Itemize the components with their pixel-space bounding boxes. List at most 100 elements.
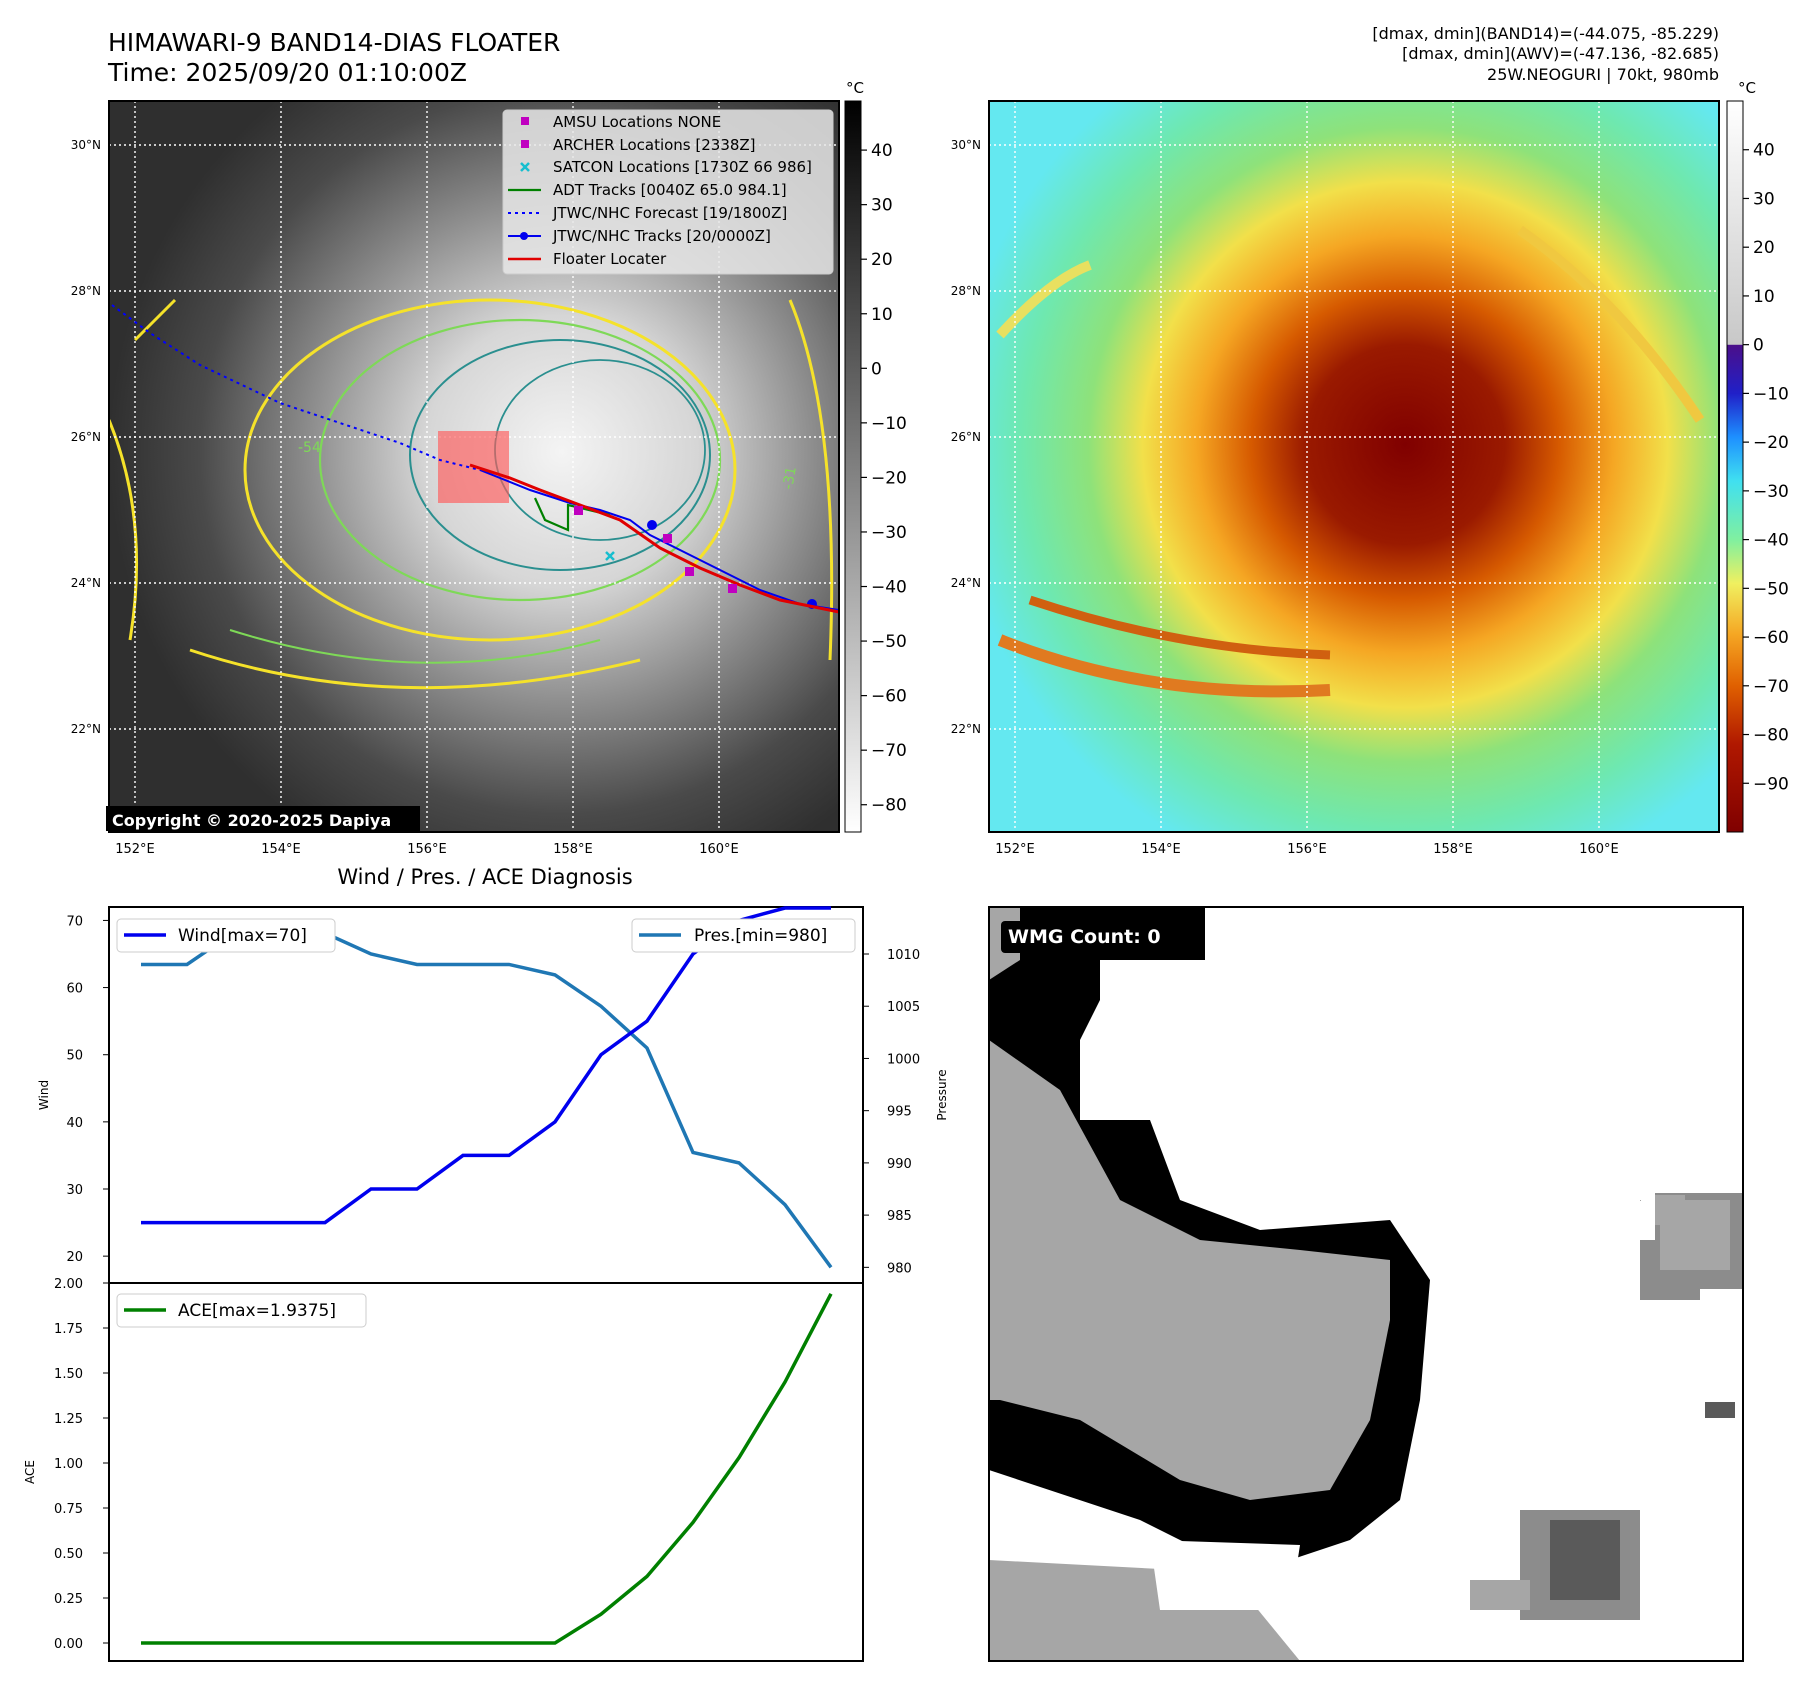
legend-box — [502, 109, 834, 275]
lat-tick-label: 28°N — [951, 284, 981, 298]
lat-tick-label: 22°N — [71, 722, 101, 736]
wmg-white-region — [1150, 1540, 1300, 1610]
colorbar-tick-label: −30 — [1753, 482, 1789, 502]
colorbar-tick-label: −30 — [871, 523, 907, 543]
amsu-legend-marker — [521, 117, 529, 125]
tracks-legend-dot — [520, 232, 528, 240]
ace-tick-label: 0.25 — [54, 1592, 83, 1607]
colorbar-tick-label: 0 — [871, 359, 882, 379]
colorbar-tick-label: 20 — [871, 250, 893, 270]
wind-pressure-frame — [108, 906, 864, 1284]
ace-series-line — [141, 1292, 833, 1645]
lon-tick-label: 160°E — [1579, 842, 1619, 857]
lat-tick-label: 22°N — [951, 722, 981, 736]
wind-tick-label: 70 — [66, 914, 83, 929]
legend-floater: Floater Locater — [553, 250, 667, 268]
lat-tick-label: 30°N — [951, 138, 981, 152]
wmg-gray-region — [989, 1040, 1390, 1500]
contour-label-b: -31 — [780, 465, 800, 490]
lon-tick-label: 152°E — [995, 842, 1035, 857]
archer-legend-marker — [521, 140, 529, 148]
colorbar-tick-label: −10 — [1753, 384, 1789, 404]
wv-colorbar-unit: °C — [1738, 79, 1756, 97]
lon-tick-label: 158°E — [553, 842, 593, 857]
ace-tick-label: 1.50 — [54, 1367, 83, 1382]
pressure-tick-label: 980 — [887, 1261, 912, 1276]
colorbar-tick-label: −60 — [871, 687, 907, 707]
lat-tick-label: 30°N — [71, 138, 101, 152]
ir-colorbar-unit: °C — [846, 79, 864, 97]
info-storm: 25W.NEOGURI | 70kt, 980mb — [1487, 65, 1719, 84]
wv-band-features — [996, 225, 1705, 698]
lon-tick-label: 156°E — [407, 842, 447, 857]
legend-forecast: JTWC/NHC Forecast [19/1800Z] — [552, 204, 787, 222]
colorbar-tick-label: −90 — [1753, 774, 1789, 794]
colorbar-tick-label: 20 — [1753, 238, 1775, 258]
legend-archer: ARCHER Locations [2338Z] — [553, 136, 756, 154]
wind-legend: Wind[max=70] — [116, 918, 336, 953]
legend-adt: ADT Tracks [0040Z 65.0 984.1] — [553, 181, 787, 199]
wmg-count-label: WMG Count: 0 — [1008, 926, 1161, 948]
lat-tick-label: 28°N — [71, 284, 101, 298]
pressure-tick-label: 995 — [887, 1105, 912, 1120]
wv-map-panel: 152°E 154°E 156°E 158°E 160°E 30°N 28°N 26°N 24°… — [951, 100, 1720, 857]
wind-pressure-plot: Wind Pressure 20 30 40 50 60 70 980 985 990 995 10… — [37, 906, 949, 1284]
colorbar-tick-label: −60 — [1753, 628, 1789, 648]
info-awv: [dmax, dmin](AWV)=(-47.136, -82.685) — [1402, 44, 1719, 63]
wmg-dark-patch — [1550, 1520, 1620, 1600]
ir-cloud-contours — [109, 298, 834, 690]
wind-legend-box — [116, 918, 336, 953]
colorbar-tick-label: −20 — [1753, 433, 1789, 453]
lon-tick-label: 158°E — [1433, 842, 1473, 857]
colorbar-tick-label: −80 — [1753, 726, 1789, 746]
ace-tick-label: 1.00 — [54, 1457, 83, 1472]
archer-marker — [728, 584, 737, 593]
ace-legend-box — [116, 1293, 367, 1328]
lon-tick-label: 154°E — [261, 842, 301, 857]
floater-track — [469, 463, 840, 614]
lon-tick-label: 152°E — [115, 842, 155, 857]
ace-tick-label: 2.00 — [54, 1277, 83, 1292]
contour-label-a: -54 — [298, 440, 321, 456]
legend-satcon: SATCON Locations [1730Z 66 986] — [553, 158, 812, 176]
lon-tick-label: 160°E — [699, 842, 739, 857]
pressure-tick-label: 1005 — [887, 1000, 920, 1015]
wind-tick-label: 20 — [66, 1250, 83, 1265]
wind-tick-label: 50 — [66, 1049, 83, 1064]
lat-tick-label: 26°N — [951, 430, 981, 444]
wmg-gray-patch — [1655, 1195, 1685, 1225]
ir-colorbar: °C 40 30 20 10 0 −10 −20 −30 −40 −50 −60 −70 −80 — [844, 79, 907, 833]
ace-axis-label: ACE — [23, 1460, 37, 1484]
wmg-gray-patch — [1640, 1200, 1641, 1201]
colorbar-tick-label: 0 — [1753, 336, 1764, 356]
forecast-track — [111, 304, 481, 471]
ace-legend-label: ACE[max=1.9375] — [178, 1301, 336, 1321]
wind-axis-label: Wind — [37, 1080, 51, 1110]
wv-colorbar-bar — [1726, 100, 1744, 833]
colorbar-tick-label: −40 — [1753, 531, 1789, 551]
colorbar-tick-label: 10 — [1753, 287, 1775, 307]
colorbar-tick-label: 30 — [871, 196, 893, 216]
pressure-tick-label: 990 — [887, 1157, 912, 1172]
colorbar-tick-label: −50 — [1753, 579, 1789, 599]
wv-gridlines: 152°E 154°E 156°E 158°E 160°E 30°N 28°N 26°N 24°… — [951, 101, 1719, 857]
wind-legend-label: Wind[max=70] — [178, 926, 307, 946]
colorbar-tick-label: −10 — [871, 414, 907, 434]
wind-tick-label: 60 — [66, 982, 83, 997]
colorbar-tick-label: −70 — [871, 741, 907, 761]
colorbar-tick-label: −50 — [871, 632, 907, 652]
pressure-tick-label: 1010 — [887, 948, 920, 963]
wmg-white-region — [1100, 960, 1260, 1120]
lat-tick-label: 24°N — [71, 576, 101, 590]
map-legend: AMSU Locations NONE ARCHER Locations [23… — [502, 109, 834, 275]
ace-tick-label: 1.75 — [54, 1322, 83, 1337]
wmg-gray-region — [989, 1560, 1300, 1661]
copyright-box — [106, 806, 420, 831]
ace-tick-label: 1.25 — [54, 1412, 83, 1427]
colorbar-tick-label: −40 — [871, 578, 907, 598]
jtwc-track — [479, 469, 840, 611]
figure-title: HIMAWARI-9 BAND14-DIAS FLOATER — [108, 28, 560, 57]
ace-tick-label: 0.75 — [54, 1502, 83, 1517]
wmg-frame — [988, 906, 1744, 1662]
